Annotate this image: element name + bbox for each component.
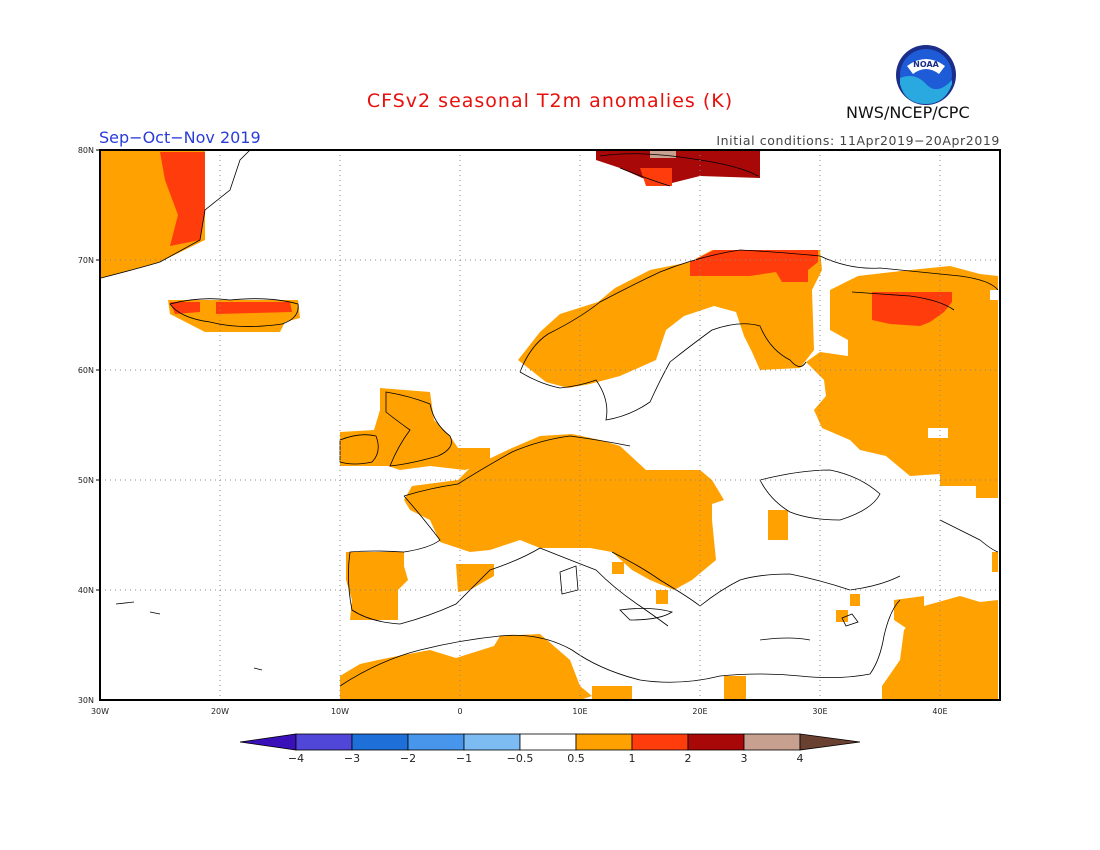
colorbar-label: −4: [288, 752, 304, 765]
colorbar-cell: [631, 733, 689, 751]
colorbar-cell: [519, 733, 577, 751]
colorbar-cell: [743, 733, 801, 751]
initial-conditions-label: Initial conditions: 11Apr2019−20Apr2019: [716, 133, 1000, 148]
season-label: Sep−Oct−Nov 2019: [99, 128, 261, 147]
lon-label: 30E: [812, 707, 827, 716]
lat-label: 60N: [78, 366, 94, 375]
noaa-logo-icon: NOAA: [896, 45, 956, 105]
colorbar-cell: [799, 733, 861, 751]
colorbar: [239, 733, 861, 751]
colorbar-label: −0.5: [507, 752, 534, 765]
gridlines: [100, 150, 1000, 700]
colorbar-label: −3: [344, 752, 360, 765]
colorbar-label: 1: [629, 752, 636, 765]
colorbar-cell: [575, 733, 633, 751]
colorbar-cell: [463, 733, 521, 751]
colorbar-label: 0.5: [567, 752, 585, 765]
lon-label: 0: [457, 707, 462, 716]
colorbar-label: −1: [456, 752, 472, 765]
colorbar-cell: [687, 733, 745, 751]
latitude-labels: 80N 70N 60N 50N 40N 30N: [78, 146, 100, 705]
colorbar-label: 3: [741, 752, 748, 765]
colorbar-cell: [239, 733, 297, 751]
colorbar-cell: [295, 733, 353, 751]
colorbar-label: 4: [797, 752, 804, 765]
lat-label: 80N: [78, 146, 94, 155]
longitude-labels: 30W 20W 10W 0 10E 20E 30E 40E: [91, 707, 948, 716]
lon-label: 10E: [572, 707, 587, 716]
coastline-layer: [100, 149, 999, 687]
map-frame: [99, 149, 1001, 701]
colorbar-cell: [351, 733, 409, 751]
logo-text: NOAA: [913, 60, 939, 69]
anomaly-fill-layer: [101, 150, 998, 700]
colorbar-labels: −4 −3 −2 −1 −0.5 0.5 1 2 3 4: [288, 752, 804, 765]
colorbar-label: 2: [685, 752, 692, 765]
colorbar-label: −2: [400, 752, 416, 765]
map-title: CFSv2 seasonal T2m anomalies (K): [366, 90, 734, 112]
lon-label: 40E: [932, 707, 947, 716]
agency-label: NWS/NCEP/CPC: [846, 103, 970, 122]
lat-label: 70N: [78, 256, 94, 265]
lat-label: 50N: [78, 476, 94, 485]
lat-label: 30N: [78, 696, 94, 705]
lat-label: 40N: [78, 586, 94, 595]
lon-label: 20E: [692, 707, 707, 716]
lon-label: 30W: [91, 707, 109, 716]
lon-label: 10W: [331, 707, 349, 716]
lon-label: 20W: [211, 707, 229, 716]
colorbar-cell: [407, 733, 465, 751]
